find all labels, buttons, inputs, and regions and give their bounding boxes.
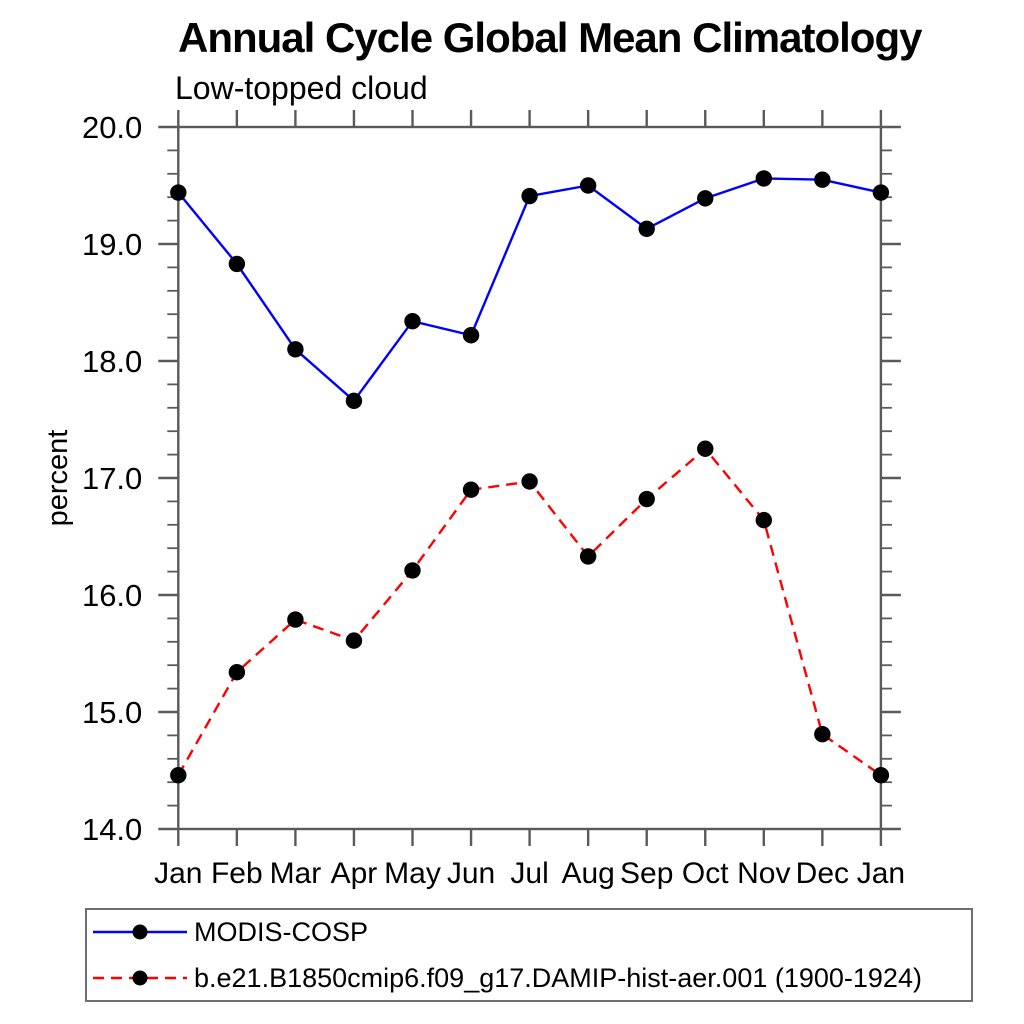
series-1-marker bbox=[638, 490, 655, 508]
legend-swatch-line-icon bbox=[93, 970, 187, 986]
series-0-marker bbox=[755, 170, 772, 187]
series-1-marker bbox=[697, 440, 714, 457]
legend-label-0: MODIS-COSP bbox=[194, 916, 369, 947]
series-0-marker bbox=[404, 313, 421, 330]
chart-title: Annual Cycle Global Mean Climatology bbox=[178, 14, 922, 61]
x-tick-label: Oct bbox=[682, 857, 729, 890]
y-tick-label: 18.0 bbox=[82, 344, 142, 379]
series-0-marker bbox=[638, 220, 655, 237]
x-tick-label: Mar bbox=[270, 857, 322, 890]
y-axis-label: percent bbox=[42, 429, 74, 527]
series-1-marker bbox=[170, 766, 187, 784]
y-tick-label: 16.0 bbox=[82, 578, 142, 613]
series-0-marker bbox=[872, 184, 890, 201]
series-0-marker bbox=[521, 187, 538, 205]
series-1-marker bbox=[755, 511, 772, 529]
x-tick-label: May bbox=[384, 857, 441, 890]
y-tick-label: 20.0 bbox=[82, 110, 142, 145]
series-0-marker bbox=[814, 171, 831, 188]
x-tick-label: Jun bbox=[447, 857, 495, 890]
legend-item-0: MODIS-COSP bbox=[90, 910, 971, 954]
legend: MODIS-COSP b.e21.B1850cmip6.f09_g17.DAMI… bbox=[85, 908, 973, 1002]
y-tick-label: 17.0 bbox=[82, 461, 142, 496]
plot-frame bbox=[177, 125, 883, 831]
series-1-marker bbox=[872, 766, 890, 784]
x-tick-label: Aug bbox=[561, 857, 614, 890]
x-tick-label: Dec bbox=[796, 857, 849, 890]
series-1-marker bbox=[462, 481, 480, 498]
x-tick-label: Jan bbox=[857, 857, 905, 890]
axis-ticks bbox=[158, 110, 901, 846]
series-0-marker bbox=[170, 184, 187, 201]
series-0-marker bbox=[462, 327, 480, 344]
chart-subtitle: Low-topped cloud bbox=[175, 70, 428, 106]
y-tick-label: 19.0 bbox=[82, 227, 142, 262]
series-0-marker bbox=[228, 255, 246, 273]
x-tick-label: Jan bbox=[154, 857, 202, 890]
x-tick-label: Feb bbox=[211, 857, 263, 890]
x-axis-tick-labels: Jan Feb Mar Apr May Jun Jul Aug Sep Oct Nov Dec Jan bbox=[154, 857, 905, 890]
series-1-marker bbox=[228, 664, 246, 681]
y-tick-label: 15.0 bbox=[82, 695, 142, 730]
x-tick-label: Sep bbox=[620, 857, 673, 890]
legend-label-1: b.e21.B1850cmip6.f09_g17.DAMIP-hist-aer.… bbox=[194, 962, 922, 993]
data-series bbox=[170, 170, 890, 784]
series-1-marker bbox=[404, 562, 421, 579]
x-tick-label: Nov bbox=[737, 857, 790, 890]
y-tick-label: 14.0 bbox=[82, 812, 142, 847]
y-axis-tick-labels: 14.0 15.0 16.0 17.0 18.0 19.0 20.0 bbox=[82, 110, 142, 847]
series-1-marker bbox=[521, 473, 538, 490]
series-0-marker bbox=[697, 190, 714, 207]
x-tick-label: Jul bbox=[510, 857, 548, 890]
series-0-marker bbox=[287, 341, 304, 358]
series-1-marker bbox=[287, 611, 304, 628]
series-line-1 bbox=[177, 447, 882, 777]
legend-swatch-line-icon bbox=[93, 924, 187, 940]
legend-item-1: b.e21.B1850cmip6.f09_g17.DAMIP-hist-aer.… bbox=[90, 956, 971, 1000]
series-1-marker bbox=[814, 726, 831, 743]
x-tick-label: Apr bbox=[331, 857, 378, 890]
series-line-0 bbox=[177, 177, 882, 403]
series-0-marker bbox=[345, 392, 363, 409]
series-0-marker bbox=[579, 177, 597, 194]
series-1-marker bbox=[345, 632, 363, 649]
series-1-marker bbox=[579, 548, 597, 565]
